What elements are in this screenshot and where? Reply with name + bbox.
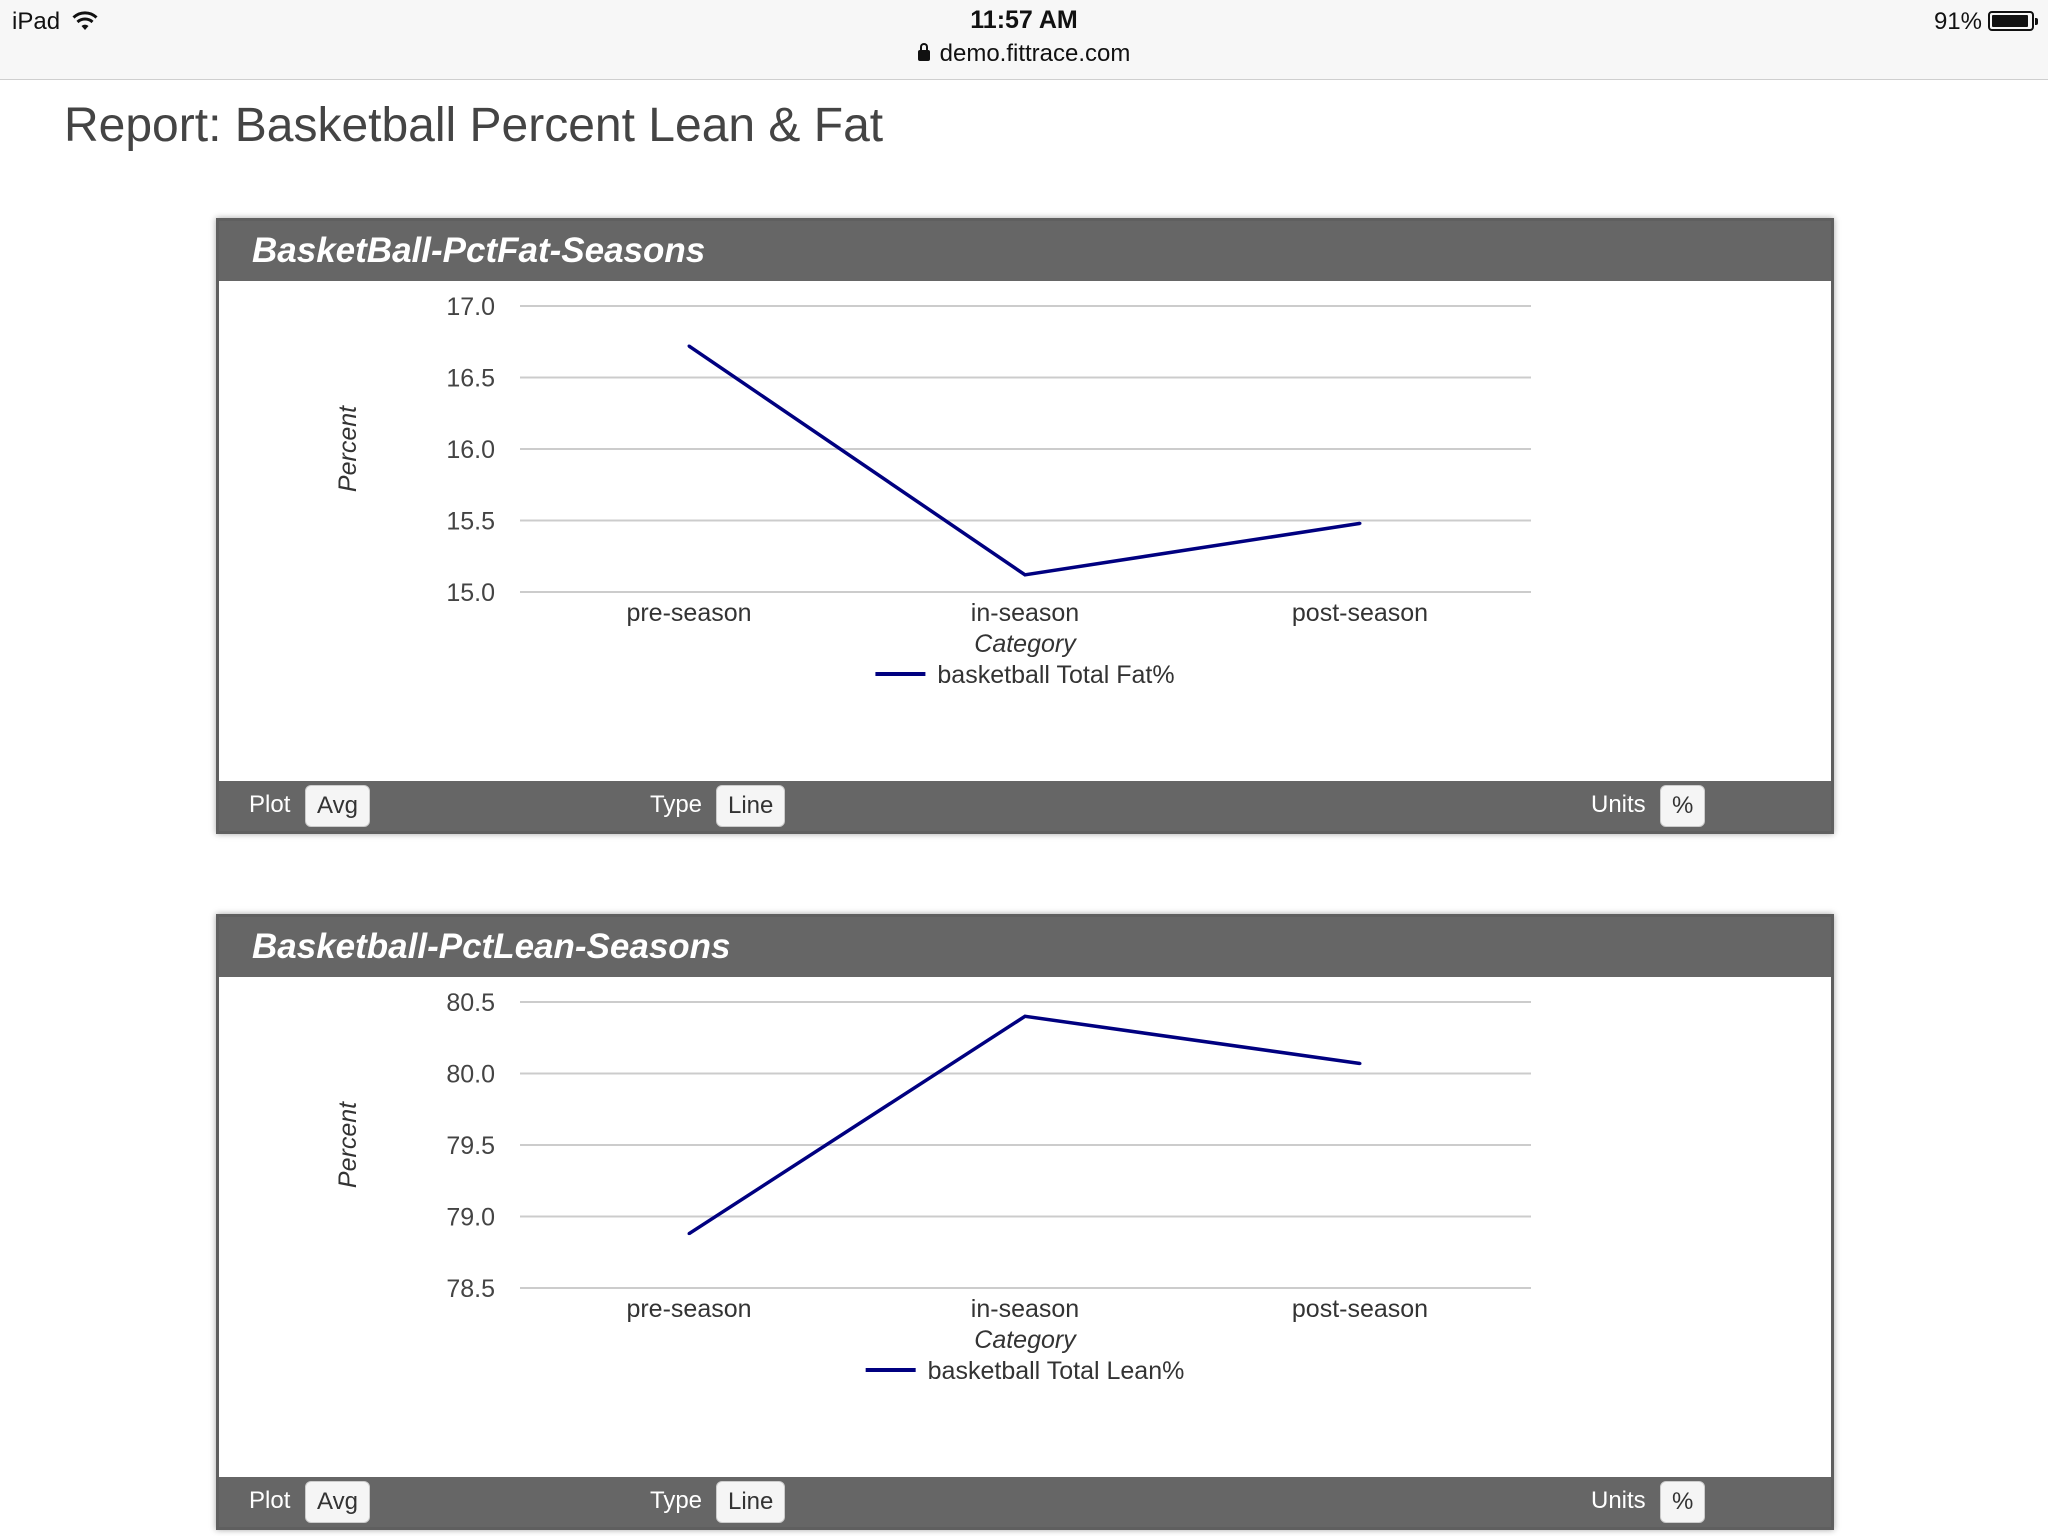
x-tick-label: in-season — [971, 599, 1079, 627]
series-line — [688, 1014, 1361, 1236]
wifi-icon — [72, 11, 98, 30]
data-point — [1023, 1014, 1027, 1018]
x-tick-label: pre-season — [626, 599, 751, 627]
clock: 11:57 AM — [970, 6, 1078, 34]
lock-icon — [917, 43, 930, 61]
legend-label: basketball Total Fat% — [937, 661, 1174, 689]
x-tick-label: post-season — [1292, 599, 1428, 627]
type-label: Type — [650, 791, 703, 818]
legend: basketball Total Fat% — [875, 661, 1175, 689]
data-point — [1358, 521, 1362, 525]
units-label: Units — [1591, 791, 1646, 818]
y-tick-label: 15.5 — [446, 508, 495, 536]
x-axis-title: Category — [974, 630, 1077, 658]
series-line — [688, 344, 1361, 577]
panel-footer: Plot Avg Type Line Units % — [219, 781, 1831, 831]
y-tick-label: 78.5 — [446, 1275, 495, 1303]
plot-avg-button[interactable]: Avg — [305, 785, 370, 827]
chart-area: 78.5 79.0 79.5 80.0 80.5 pre-season in-season p… — [219, 977, 1831, 1477]
x-tick-label: in-season — [971, 1295, 1079, 1323]
units-percent-button[interactable]: % — [1660, 1481, 1706, 1523]
battery-icon — [1988, 11, 2038, 31]
units-label: Units — [1591, 1487, 1646, 1514]
data-point — [1358, 1061, 1362, 1065]
data-point — [687, 1232, 691, 1236]
units-percent-button[interactable]: % — [1660, 785, 1706, 827]
legend-label: basketball Total Lean% — [928, 1357, 1185, 1385]
panel-footer: Plot Avg Type Line Units % — [219, 1477, 1831, 1527]
x-tick-label: pre-season — [626, 1295, 751, 1323]
y-axis-title: Percent — [334, 1101, 362, 1188]
panel-title: Basketball-PctLean-Seasons — [219, 917, 1831, 977]
chart-area: 15.0 15.5 16.0 16.5 17.0 pre-season in-season p… — [219, 281, 1831, 781]
device-name: iPad — [12, 8, 61, 35]
y-tick-label: 17.0 — [446, 293, 495, 321]
legend: basketball Total Lean% — [865, 1357, 1185, 1385]
chart-panel-fat: BasketBall-PctFat-Seasons 15.0 15.5 16.0 16… — [216, 218, 1834, 834]
line-chart-lean: 78.5 79.0 79.5 80.0 80.5 pre-season in-season p… — [334, 989, 1531, 1385]
x-tick-label: post-season — [1292, 1295, 1428, 1323]
page-title: Report: Basketball Percent Lean & Fat — [64, 99, 884, 152]
battery-percent: 91% — [1933, 8, 1982, 35]
data-point — [687, 344, 691, 348]
y-tick-label: 16.5 — [446, 365, 495, 393]
y-tick-label: 15.0 — [446, 579, 495, 607]
y-tick-label: 79.0 — [446, 1204, 495, 1232]
y-tick-label: 79.5 — [446, 1132, 495, 1160]
data-point — [1023, 573, 1027, 577]
type-line-button[interactable]: Line — [716, 785, 786, 827]
x-axis-title: Category — [974, 1326, 1077, 1354]
plot-label: Plot — [249, 791, 291, 818]
type-line-button[interactable]: Line — [716, 1481, 786, 1523]
plot-avg-button[interactable]: Avg — [305, 1481, 370, 1523]
panel-title: BasketBall-PctFat-Seasons — [219, 221, 1831, 281]
url-text: demo.fittrace.com — [939, 40, 1131, 67]
y-tick-label: 80.5 — [446, 989, 495, 1017]
chart-panel-lean: Basketball-PctLean-Seasons 78.5 79.0 79.5 8… — [216, 914, 1834, 1530]
y-tick-label: 80.0 — [446, 1061, 495, 1089]
y-tick-label: 16.0 — [446, 436, 495, 464]
status-bar: iPad 11:57 AM demo.fittrace.com 91% — [0, 0, 2048, 80]
y-axis-title: Percent — [334, 405, 362, 492]
line-chart-fat: 15.0 15.5 16.0 16.5 17.0 pre-season in-season p… — [334, 293, 1531, 689]
type-label: Type — [650, 1487, 703, 1514]
address-bar[interactable]: demo.fittrace.com — [0, 40, 2048, 68]
plot-label: Plot — [249, 1487, 291, 1514]
